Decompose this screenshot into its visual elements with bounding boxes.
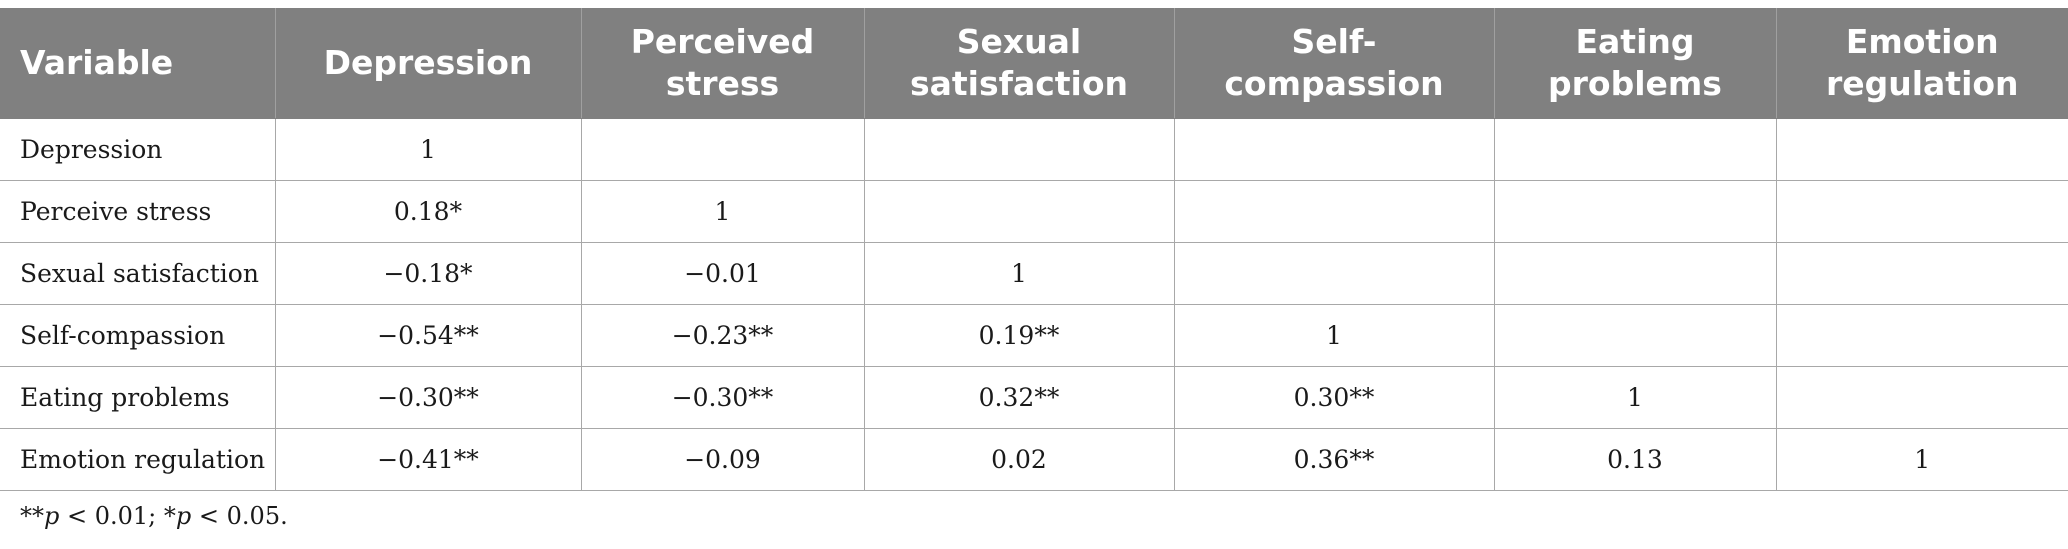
header-self-compassion: Self- compassion (1173, 8, 1494, 119)
cell-value (1493, 242, 1777, 305)
cell-value: 1 (1493, 366, 1777, 429)
cell-value: −0.30** (580, 366, 865, 429)
table-row-depression: Depression 1 (0, 118, 2068, 181)
cell-value (1775, 180, 2068, 243)
cell-value (863, 180, 1175, 243)
cell-value (1493, 180, 1777, 243)
cell-value: −0.41** (274, 428, 582, 491)
cell-value (1775, 118, 2068, 181)
cell-value: 1 (863, 242, 1175, 305)
cell-value: 0.18* (274, 180, 582, 243)
header-depression: Depression (274, 8, 581, 119)
row-label: Perceive stress (0, 180, 276, 243)
header-perceived-stress-line2: stress (665, 64, 780, 103)
table-row-eating-problems: Eating problems −0.30** −0.30** 0.32** 0… (0, 366, 2068, 429)
correlation-table: Variable Depression Perceived stress Sex… (0, 8, 2068, 491)
table-row-perceive-stress: Perceive stress 0.18* 1 (0, 180, 2068, 243)
cell-value (1493, 304, 1777, 367)
header-emotion-regulation-line1: Emotion (1845, 22, 1999, 61)
cell-value: 1 (274, 118, 582, 181)
cell-value: 1 (1775, 428, 2068, 491)
cell-value: −0.01 (580, 242, 865, 305)
header-variable-line1: Variable (20, 43, 174, 82)
cell-value: −0.09 (580, 428, 865, 491)
cell-value: 0.30** (1173, 366, 1495, 429)
cell-value (1173, 242, 1495, 305)
cell-value: −0.18* (274, 242, 582, 305)
cell-value (1173, 180, 1495, 243)
footnote-stars-double: ** (20, 502, 44, 530)
cell-value: 0.02 (863, 428, 1175, 491)
cell-value: 0.32** (863, 366, 1175, 429)
cell-value: 0.36** (1173, 428, 1495, 491)
table-body: Depression 1 Perceive stress 0.18* 1 Sex… (0, 118, 2068, 491)
header-eating-problems-line2: problems (1548, 64, 1722, 103)
cell-value (1173, 118, 1495, 181)
footnote-p-italic: p (44, 502, 60, 530)
cell-value (1775, 304, 2068, 367)
header-sexual-satisfaction-line2: satisfaction (909, 64, 1129, 103)
cell-value (1775, 366, 2068, 429)
header-sexual-satisfaction: Sexual satisfaction (863, 8, 1174, 119)
table-row-emotion-regulation: Emotion regulation −0.41** −0.09 0.02 0.… (0, 428, 2068, 491)
row-label: Sexual satisfaction (0, 242, 276, 305)
table-header: Variable Depression Perceived stress Sex… (0, 8, 2068, 119)
row-label: Eating problems (0, 366, 276, 429)
header-eating-problems: Eating problems (1493, 8, 1776, 119)
table-row-sexual-satisfaction: Sexual satisfaction −0.18* −0.01 1 (0, 242, 2068, 305)
header-depression-line1: Depression (323, 43, 533, 82)
cell-value (580, 118, 865, 181)
correlation-table-container: Variable Depression Perceived stress Sex… (0, 8, 2068, 491)
footnote-text-2: < 0.05. (191, 502, 288, 530)
header-row: Variable Depression Perceived stress Sex… (0, 8, 2068, 119)
cell-value: 1 (580, 180, 865, 243)
footnote-text-1: < 0.01; (59, 502, 164, 530)
cell-value: 0.19** (863, 304, 1175, 367)
header-self-compassion-line2: compassion (1224, 64, 1444, 103)
header-perceived-stress-line1: Perceived (630, 22, 815, 61)
cell-value: −0.23** (580, 304, 865, 367)
row-label: Emotion regulation (0, 428, 276, 491)
footnote-stars-single: * (163, 502, 176, 530)
cell-value: 0.13 (1493, 428, 1777, 491)
table-row-self-compassion: Self-compassion −0.54** −0.23** 0.19** 1 (0, 304, 2068, 367)
header-sexual-satisfaction-line1: Sexual (956, 22, 1082, 61)
header-eating-problems-line1: Eating (1575, 22, 1695, 61)
row-label: Depression (0, 118, 276, 181)
header-emotion-regulation-line2: regulation (1825, 64, 2019, 103)
cell-value (1493, 118, 1777, 181)
row-label: Self-compassion (0, 304, 276, 367)
header-self-compassion-line1: Self- (1291, 22, 1377, 61)
header-variable: Variable (0, 8, 275, 119)
footnote-p-italic-2: p (175, 502, 192, 530)
cell-value (863, 118, 1175, 181)
header-perceived-stress: Perceived stress (580, 8, 864, 119)
header-emotion-regulation: Emotion regulation (1775, 8, 2068, 119)
cell-value (1775, 242, 2068, 305)
cell-value: −0.30** (274, 366, 582, 429)
cell-value: −0.54** (274, 304, 582, 367)
table-footnote: **p < 0.01; *p < 0.05. (20, 502, 288, 530)
cell-value: 1 (1173, 304, 1495, 367)
